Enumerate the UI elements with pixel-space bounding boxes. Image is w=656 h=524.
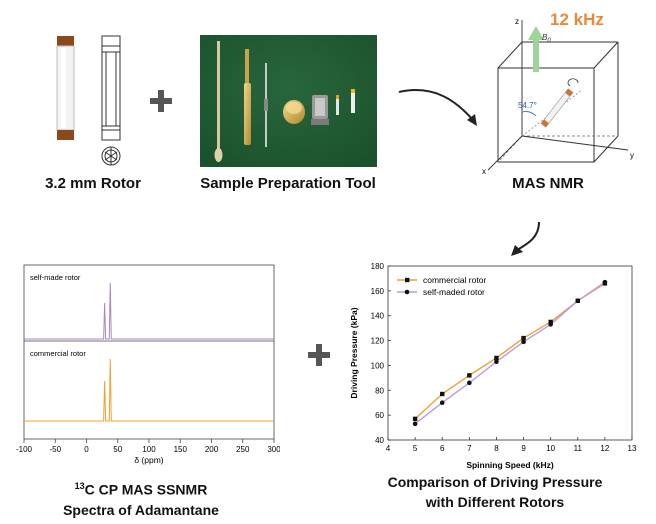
chart-xtick-label: 13	[628, 444, 637, 453]
legend-marker-2	[404, 289, 410, 295]
axis-z-label: z	[515, 17, 519, 26]
series-2-point	[439, 400, 445, 406]
down-arrow-icon	[511, 221, 540, 256]
axis-x-label: x	[482, 167, 486, 176]
sample-tool-photo	[200, 35, 377, 167]
spectra-caption-line1: 13C CP MAS SSNMR	[74, 481, 208, 498]
field-arrow-shaft	[533, 38, 539, 72]
chart-xtick-label: 8	[494, 444, 499, 453]
field-arrow-icon	[528, 26, 544, 40]
chart-frame	[387, 265, 633, 441]
driving-pressure-chart: 4 5 6 7 8 9 10 11 12 13 40 60 80 100 120 140 160 180 comm…	[349, 262, 637, 470]
series-2-point	[602, 279, 608, 285]
comparison-caption: Comparison of Driving Pressure with Diff…	[340, 472, 650, 512]
chart-ytick-label: 160	[371, 287, 385, 296]
chart-xtick-label: 9	[521, 444, 526, 453]
magic-angle-label: 54.7°	[518, 101, 537, 110]
mas-nmr-diagram: z y x B0 12 kHz 54.7°	[482, 10, 634, 176]
lower-spectrum-label: commercial rotor	[30, 349, 86, 358]
spectra-xtick-label: 50	[113, 445, 122, 454]
series-line-2	[414, 281, 606, 425]
spinning-rotor	[540, 88, 574, 128]
rotor-cap-top	[57, 36, 74, 46]
rotor-caption: 3.2 mm Rotor	[45, 175, 141, 192]
x-axis	[487, 135, 523, 171]
chart-ylabel: Driving Pressure (kPa)	[349, 307, 359, 398]
cube-front-face	[497, 67, 595, 163]
spectra-xtick-label: 250	[236, 445, 250, 454]
chart-xtick-label: 6	[440, 444, 445, 453]
series-2-point	[494, 359, 499, 364]
series-2-point	[412, 421, 418, 427]
chart-ytick-label: 100	[371, 361, 385, 370]
spectra-xtick-label: 0	[84, 445, 89, 454]
spectra-xtick-label: -50	[49, 445, 61, 454]
chart-ytick-label: 60	[375, 411, 384, 420]
series-1-point	[548, 319, 553, 325]
series-2-point	[521, 339, 526, 345]
spectra-caption: 13C CP MAS SSNMR Spectra of Adamantane	[16, 476, 266, 520]
upper-spectrum-label: self-made rotor	[30, 273, 81, 282]
speed-label: 12 kHz	[550, 10, 604, 29]
series-2-point	[548, 322, 553, 327]
spectra-xtick-label: 200	[205, 445, 219, 454]
y-axis	[521, 135, 629, 151]
chart-xtick-label: 4	[386, 444, 391, 453]
tool-caption: Sample Preparation Tool	[200, 175, 376, 192]
chart-xtick-label: 5	[413, 444, 418, 453]
spectra-xtick-label: -100	[16, 445, 33, 454]
legend-label-2: self-maded rotor	[423, 287, 485, 297]
field-label: B0	[542, 33, 551, 44]
rotor-illustration	[56, 35, 121, 166]
chart-xtick-label: 12	[600, 444, 609, 453]
lower-spectrum-line	[24, 358, 274, 422]
comparison-caption-line2: with Different Rotors	[425, 494, 565, 510]
spectra-xlabel: δ (ppm)	[134, 455, 163, 465]
series-2-point	[467, 380, 472, 386]
series-1-point	[412, 416, 418, 422]
rotor-cap-bottom	[57, 130, 74, 140]
chart-ytick-label: 180	[371, 262, 385, 271]
rotation-arrow-icon	[567, 78, 579, 87]
spectra-xtick-label: 300	[267, 445, 280, 454]
chart-ytick-label: 40	[375, 436, 384, 445]
chart-xtick-label: 11	[574, 444, 583, 453]
spectra-caption-line2: Spectra of Adamantane	[63, 501, 219, 518]
series-1-point	[467, 373, 472, 378]
series-2-point	[575, 298, 581, 304]
upper-spectrum-line	[24, 282, 274, 340]
legend-label-1: commercial rotor	[423, 275, 486, 285]
plus-icon	[150, 90, 172, 112]
chart-ytick-label: 140	[371, 312, 385, 321]
chart-ytick-label: 80	[375, 386, 384, 395]
chart-xtick-label: 7	[467, 444, 472, 453]
series-1-point	[440, 391, 445, 397]
legend-marker-1	[405, 277, 410, 283]
mas-caption: MAS NMR	[512, 175, 584, 192]
series-1-point	[521, 335, 526, 341]
nmr-spectra: self-made rotor commercial rotor -100 -50…	[16, 264, 280, 465]
axis-y-label: y	[630, 151, 634, 160]
spectra-xtick-label: 100	[142, 445, 156, 454]
series-1-point	[494, 355, 499, 361]
comparison-caption-line1: Comparison of Driving Pressure	[387, 474, 603, 490]
chart-xlabel: Spinning Speed (kHz)	[466, 460, 554, 470]
spectra-xtick-label: 150	[174, 445, 188, 454]
rotor-technical-drawing	[101, 35, 121, 166]
chart-ytick-label: 120	[371, 337, 385, 346]
curved-arrow-icon	[398, 89, 477, 126]
chart-xtick-label: 10	[546, 444, 555, 453]
plus-icon-2	[308, 344, 330, 366]
